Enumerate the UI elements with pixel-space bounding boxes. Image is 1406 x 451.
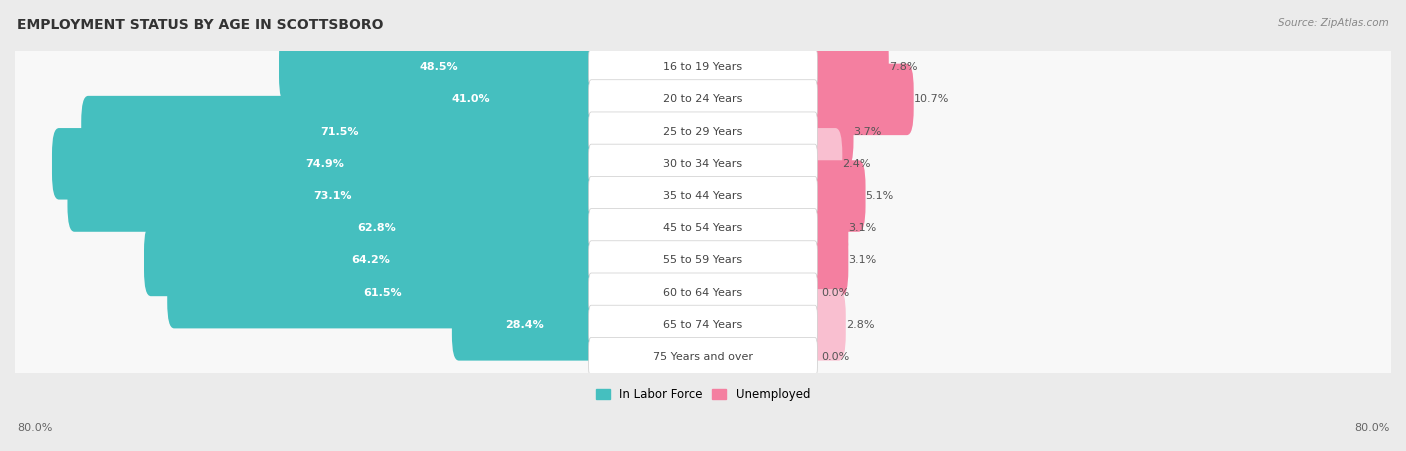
Text: 73.1%: 73.1%: [314, 191, 352, 201]
FancyBboxPatch shape: [808, 160, 866, 232]
Text: 62.8%: 62.8%: [357, 223, 396, 233]
FancyBboxPatch shape: [13, 295, 1393, 354]
FancyBboxPatch shape: [13, 135, 1398, 195]
Text: 20 to 24 Years: 20 to 24 Years: [664, 94, 742, 104]
Text: 55 to 59 Years: 55 to 59 Years: [664, 255, 742, 266]
FancyBboxPatch shape: [643, 321, 710, 393]
FancyBboxPatch shape: [13, 166, 1393, 226]
FancyBboxPatch shape: [13, 167, 1398, 227]
FancyBboxPatch shape: [143, 225, 710, 296]
FancyBboxPatch shape: [278, 32, 710, 103]
Text: 74.9%: 74.9%: [305, 159, 344, 169]
Text: 3.1%: 3.1%: [848, 223, 876, 233]
Text: 25 to 29 Years: 25 to 29 Years: [664, 127, 742, 137]
FancyBboxPatch shape: [589, 112, 817, 151]
Text: 2.8%: 2.8%: [846, 320, 875, 330]
FancyBboxPatch shape: [13, 329, 1398, 388]
FancyBboxPatch shape: [589, 273, 817, 312]
Text: 64.2%: 64.2%: [352, 255, 391, 266]
FancyBboxPatch shape: [13, 102, 1393, 161]
FancyBboxPatch shape: [808, 289, 846, 361]
FancyBboxPatch shape: [451, 289, 710, 361]
FancyBboxPatch shape: [13, 264, 1398, 324]
FancyBboxPatch shape: [82, 96, 710, 167]
Text: 60 to 64 Years: 60 to 64 Years: [664, 288, 742, 298]
FancyBboxPatch shape: [13, 71, 1398, 130]
Text: EMPLOYMENT STATUS BY AGE IN SCOTTSBORO: EMPLOYMENT STATUS BY AGE IN SCOTTSBORO: [17, 18, 384, 32]
FancyBboxPatch shape: [808, 64, 914, 135]
Text: 61.5%: 61.5%: [363, 288, 402, 298]
FancyBboxPatch shape: [589, 305, 817, 345]
Text: 10.7%: 10.7%: [914, 94, 949, 104]
Text: 35 to 44 Years: 35 to 44 Years: [664, 191, 742, 201]
FancyBboxPatch shape: [589, 337, 817, 377]
FancyBboxPatch shape: [67, 160, 710, 232]
FancyBboxPatch shape: [589, 47, 817, 87]
Text: 30 to 34 Years: 30 to 34 Years: [664, 159, 742, 169]
FancyBboxPatch shape: [808, 193, 848, 264]
FancyBboxPatch shape: [13, 230, 1393, 290]
FancyBboxPatch shape: [13, 296, 1398, 356]
FancyBboxPatch shape: [13, 39, 1398, 98]
FancyBboxPatch shape: [13, 263, 1393, 322]
Text: Source: ZipAtlas.com: Source: ZipAtlas.com: [1278, 18, 1389, 28]
Text: 41.0%: 41.0%: [451, 94, 491, 104]
FancyBboxPatch shape: [13, 37, 1393, 97]
Text: 80.0%: 80.0%: [1354, 423, 1389, 433]
FancyBboxPatch shape: [589, 80, 817, 119]
FancyBboxPatch shape: [589, 241, 817, 280]
FancyBboxPatch shape: [808, 32, 889, 103]
FancyBboxPatch shape: [13, 198, 1393, 258]
FancyBboxPatch shape: [343, 64, 710, 135]
Text: 65 to 74 Years: 65 to 74 Years: [664, 320, 742, 330]
Text: 0.0%: 0.0%: [821, 288, 851, 298]
FancyBboxPatch shape: [167, 257, 710, 328]
FancyBboxPatch shape: [808, 96, 853, 167]
FancyBboxPatch shape: [13, 200, 1398, 259]
Text: 7.8%: 7.8%: [889, 62, 917, 72]
FancyBboxPatch shape: [589, 144, 817, 184]
Text: 28.4%: 28.4%: [506, 320, 544, 330]
Text: 16 to 19 Years: 16 to 19 Years: [664, 62, 742, 72]
FancyBboxPatch shape: [13, 134, 1393, 193]
Text: 71.5%: 71.5%: [321, 127, 359, 137]
FancyBboxPatch shape: [808, 128, 842, 199]
FancyBboxPatch shape: [13, 103, 1398, 163]
Text: 48.5%: 48.5%: [419, 62, 458, 72]
FancyBboxPatch shape: [13, 232, 1398, 291]
Text: 3.1%: 3.1%: [848, 255, 876, 266]
Text: 45 to 54 Years: 45 to 54 Years: [664, 223, 742, 233]
Text: 6.3%: 6.3%: [613, 352, 643, 362]
FancyBboxPatch shape: [589, 176, 817, 216]
FancyBboxPatch shape: [156, 193, 710, 264]
Text: 2.4%: 2.4%: [842, 159, 870, 169]
Text: 3.7%: 3.7%: [853, 127, 882, 137]
Text: 75 Years and over: 75 Years and over: [652, 352, 754, 362]
Text: 80.0%: 80.0%: [17, 423, 52, 433]
FancyBboxPatch shape: [808, 225, 848, 296]
FancyBboxPatch shape: [52, 128, 710, 199]
Legend: In Labor Force, Unemployed: In Labor Force, Unemployed: [591, 383, 815, 406]
FancyBboxPatch shape: [589, 208, 817, 248]
Text: 0.0%: 0.0%: [821, 352, 851, 362]
FancyBboxPatch shape: [13, 69, 1393, 129]
FancyBboxPatch shape: [13, 327, 1393, 387]
Text: 5.1%: 5.1%: [866, 191, 894, 201]
